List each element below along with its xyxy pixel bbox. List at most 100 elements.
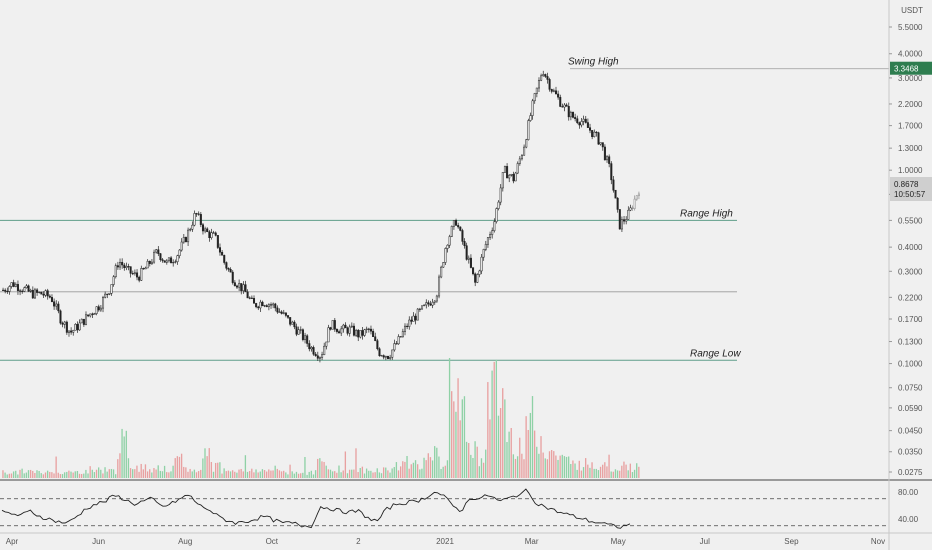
candle-body	[57, 303, 60, 312]
volume-bar	[425, 460, 427, 478]
volume-bar	[204, 448, 206, 478]
candle-body	[557, 93, 560, 98]
price-tick-label: 5.5000	[898, 23, 923, 32]
time-tick-label: 2	[356, 537, 361, 546]
candle-body	[429, 303, 432, 306]
volume-bar	[266, 471, 268, 478]
volume-bar	[423, 457, 425, 478]
price-tick-label: 0.0275	[898, 468, 923, 477]
candle-body	[23, 287, 26, 292]
candle-body	[397, 336, 400, 345]
candle-body	[191, 224, 194, 230]
rsi-line	[1, 488, 631, 529]
candle-body	[548, 79, 551, 90]
candle-body	[16, 284, 19, 291]
candle-body	[410, 319, 413, 322]
candle-body	[10, 282, 13, 287]
candle-body	[569, 112, 572, 118]
candle-body	[133, 272, 136, 274]
candle-body	[280, 311, 283, 314]
candle-body	[184, 237, 187, 243]
volume-bar	[557, 459, 559, 478]
volume-bar	[470, 454, 472, 478]
volume-bar	[25, 472, 28, 478]
candle-body	[138, 276, 141, 281]
volume-bar	[125, 430, 127, 478]
volume-bar	[44, 472, 47, 478]
candle-body	[282, 312, 285, 314]
volume-bar	[595, 468, 597, 478]
candle-body	[359, 330, 362, 338]
candle-body	[176, 255, 179, 263]
candle-body	[603, 146, 606, 161]
volume-bar	[587, 464, 589, 478]
candle-body	[442, 262, 445, 268]
candle-body	[65, 321, 68, 333]
volume-bar	[85, 469, 87, 478]
candle-body	[584, 118, 587, 123]
candle-body	[129, 266, 132, 274]
candle-body	[148, 260, 151, 264]
volume-bar	[380, 473, 383, 478]
candle-body	[70, 330, 73, 333]
volume-bar	[493, 361, 495, 478]
volume-bar	[144, 464, 147, 478]
volume-bar	[176, 456, 179, 478]
volume-bar	[591, 462, 593, 478]
candle-body	[633, 198, 636, 209]
volume-bar	[59, 474, 62, 478]
candle-body	[623, 219, 626, 222]
volume-bar	[327, 469, 330, 478]
candle-body	[272, 303, 275, 306]
candle-body	[338, 331, 341, 334]
candle-body	[525, 139, 528, 148]
volume-bar	[121, 428, 123, 478]
volume-bar	[387, 470, 389, 478]
candle-body	[614, 189, 617, 199]
candle-body	[459, 226, 462, 231]
candle-body	[403, 325, 407, 332]
volume-bar	[72, 472, 74, 478]
candle-body	[325, 341, 328, 347]
candle-body	[421, 305, 424, 310]
volume-bar	[270, 470, 272, 478]
volume-bar	[546, 459, 549, 478]
candle-body	[631, 207, 634, 209]
time-axis[interactable]: Apr Jun Aug Oct 2 2021 Mar May Jul Sep Nov	[6, 537, 885, 546]
candle-body	[274, 303, 277, 309]
price-axis[interactable]: USDT 5.5000 4.0000 3.0000 2.2000 1.7000 1.3000…	[888, 0, 923, 550]
volume-bar	[553, 451, 555, 478]
candle-body	[593, 131, 596, 137]
volume-bar	[74, 471, 76, 478]
candle-body	[142, 268, 145, 270]
volume-bar	[508, 431, 510, 478]
candle-body	[110, 284, 113, 294]
candle-body	[2, 289, 5, 291]
volume-bar	[138, 471, 140, 478]
volume-bar	[208, 448, 210, 478]
candle-body	[195, 213, 198, 215]
volume-bar	[195, 472, 198, 478]
volume-bar	[78, 473, 81, 478]
volume-bar	[206, 456, 208, 478]
candle-body	[40, 291, 43, 295]
volume-bar	[300, 473, 302, 478]
candle-body	[150, 261, 153, 264]
candle-body	[450, 226, 453, 237]
candle-body	[472, 267, 475, 275]
volume-bar	[295, 471, 298, 478]
volume-bar	[442, 466, 444, 478]
volume-bar	[100, 469, 102, 478]
candle-body	[352, 325, 355, 336]
candle-body	[297, 329, 300, 335]
candle-body	[533, 93, 536, 102]
volume-bar	[236, 472, 238, 478]
volume-bar	[217, 462, 219, 478]
rsi-tick-label: 40.00	[898, 515, 919, 524]
candle-body	[618, 209, 621, 230]
volume-bar	[274, 465, 276, 478]
volume-bar	[248, 471, 251, 478]
volume-bar	[104, 467, 106, 478]
volume-bar	[495, 359, 498, 478]
